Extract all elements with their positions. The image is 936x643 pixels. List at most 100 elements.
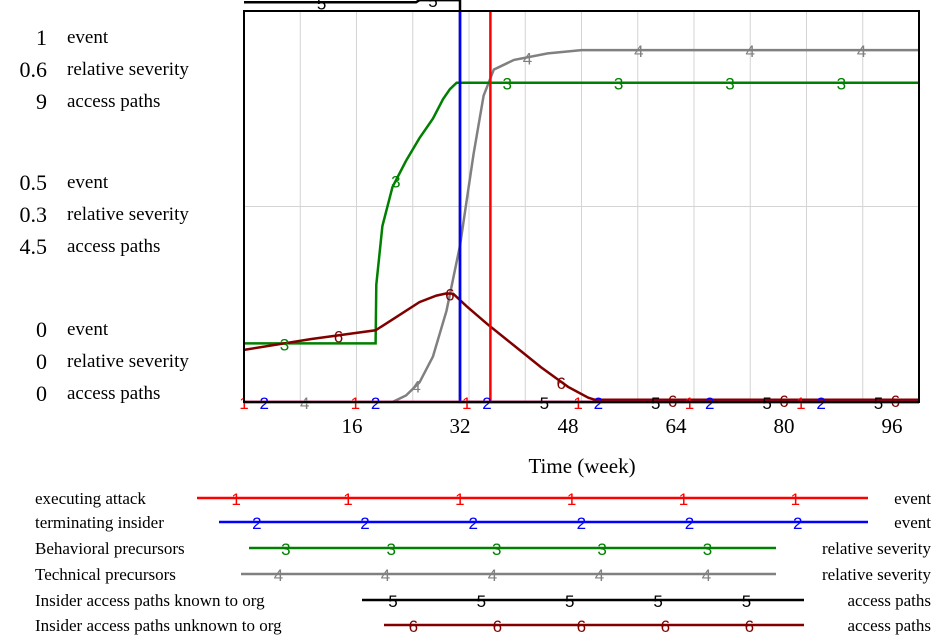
series-marker: 2 bbox=[705, 394, 714, 413]
x-tick-label: 64 bbox=[666, 414, 688, 438]
x-axis-ticks: 16 32 48 64 80 96 bbox=[342, 414, 903, 438]
legend-label: terminating insider bbox=[35, 513, 164, 532]
series-marker: 3 bbox=[725, 75, 734, 94]
legend-marker: 4 bbox=[381, 566, 390, 585]
legend-marker: 5 bbox=[742, 592, 751, 611]
y-tick-value: 9 bbox=[36, 89, 47, 114]
legend-marker: 5 bbox=[388, 592, 397, 611]
series-marker: 2 bbox=[260, 394, 269, 413]
series-marker: 4 bbox=[523, 49, 532, 68]
legend-marker: 3 bbox=[281, 540, 290, 559]
legend-marker: 3 bbox=[597, 540, 606, 559]
x-tick-label: 48 bbox=[558, 414, 579, 438]
y-tick-unit: relative severity bbox=[67, 351, 189, 372]
y-tick-value: 0 bbox=[36, 317, 47, 342]
legend-marker: 1 bbox=[791, 490, 800, 509]
series-line bbox=[244, 81, 919, 345]
x-tick-label: 32 bbox=[450, 414, 471, 438]
series-marker: 1 bbox=[239, 394, 248, 413]
series-line bbox=[244, 48, 919, 404]
legend-unit: access paths bbox=[847, 591, 931, 610]
series-marker: 3 bbox=[614, 75, 623, 94]
legend-marker: 5 bbox=[565, 592, 574, 611]
legend-marker: 4 bbox=[595, 566, 604, 585]
series-marker: 1 bbox=[796, 394, 805, 413]
y-tick-value: 1 bbox=[36, 25, 47, 50]
legend-marker: 1 bbox=[679, 490, 688, 509]
legend-marker: 2 bbox=[252, 514, 261, 533]
legend-marker: 6 bbox=[493, 617, 502, 636]
series-marker: 4 bbox=[634, 42, 643, 61]
legend-marker: 1 bbox=[567, 490, 576, 509]
series-marker: 5 bbox=[428, 0, 437, 11]
legend-label: Insider access paths known to org bbox=[35, 591, 265, 610]
y-tick-unit: event bbox=[67, 172, 109, 193]
series-marker: 3 bbox=[391, 172, 400, 191]
legend-marker: 2 bbox=[360, 514, 369, 533]
legend-label: Technical precursors bbox=[35, 565, 176, 584]
y-tick-unit: access paths bbox=[67, 236, 160, 257]
plot-grid bbox=[244, 11, 919, 402]
series-marker: 1 bbox=[462, 394, 471, 413]
legend-unit: relative severity bbox=[822, 565, 932, 584]
legend-marker: 6 bbox=[745, 617, 754, 636]
legend-marker: 6 bbox=[577, 617, 586, 636]
series-marker: 4 bbox=[300, 394, 309, 413]
x-tick-label: 96 bbox=[882, 414, 903, 438]
series-marker: 1 bbox=[685, 394, 694, 413]
series-marker: 6 bbox=[334, 327, 343, 346]
series-marker: 4 bbox=[746, 42, 755, 61]
legend-marker: 5 bbox=[653, 592, 662, 611]
plot-frame bbox=[243, 10, 920, 403]
series-marker: 5 bbox=[762, 394, 771, 413]
series-marker: 6 bbox=[445, 286, 454, 305]
legend-marker: 4 bbox=[274, 566, 283, 585]
x-tick-label: 80 bbox=[774, 414, 795, 438]
y-tick-value: 0.6 bbox=[20, 57, 48, 82]
y-tick-unit: relative severity bbox=[67, 59, 189, 80]
legend-marker: 3 bbox=[492, 540, 501, 559]
legend-marker: 2 bbox=[468, 514, 477, 533]
legend-unit: access paths bbox=[847, 616, 931, 635]
y-tick-value: 0.5 bbox=[20, 170, 48, 195]
y-tick-value: 0 bbox=[36, 349, 47, 374]
legend-unit: relative severity bbox=[822, 539, 932, 558]
legend-marker: 4 bbox=[702, 566, 711, 585]
legend-label: executing attack bbox=[35, 489, 146, 508]
series-marker: 2 bbox=[482, 394, 491, 413]
series-marker: 3 bbox=[503, 75, 512, 94]
series-marker: 2 bbox=[594, 394, 603, 413]
legend-marker: 1 bbox=[343, 490, 352, 509]
legend-marker: 1 bbox=[231, 490, 240, 509]
legend-marker: 3 bbox=[387, 540, 396, 559]
series-marker: 6 bbox=[557, 374, 566, 393]
legend-marker: 5 bbox=[477, 592, 486, 611]
series-marker: 2 bbox=[371, 394, 380, 413]
series-marker: 4 bbox=[411, 378, 420, 397]
series-marker: 1 bbox=[573, 394, 582, 413]
series-marker: 2 bbox=[816, 394, 825, 413]
y-tick-unit: access paths bbox=[67, 383, 160, 404]
legend: executing attack 1 1 1 1 1 1 event terminating i… bbox=[35, 489, 931, 636]
legend-marker: 3 bbox=[703, 540, 712, 559]
y-tick-value: 0.3 bbox=[20, 202, 48, 227]
series-marker: 5 bbox=[317, 0, 326, 13]
y-tick-value: 0 bbox=[36, 381, 47, 406]
legend-label: Insider access paths unknown to org bbox=[35, 616, 282, 635]
series-marker: 4 bbox=[857, 42, 866, 61]
y-tick-unit: access paths bbox=[67, 91, 160, 112]
y-tick-unit: event bbox=[67, 319, 109, 340]
legend-label: Behavioral precursors bbox=[35, 539, 185, 558]
series-marker: 3 bbox=[837, 75, 846, 94]
legend-marker: 2 bbox=[577, 514, 586, 533]
y-tick-value: 4.5 bbox=[20, 234, 48, 259]
series-marker: 5 bbox=[540, 394, 549, 413]
y-axis-labels: 1 event 0.6 relative severity 9 access paths 0… bbox=[20, 25, 190, 406]
legend-marker: 4 bbox=[488, 566, 497, 585]
legend-marker: 2 bbox=[685, 514, 694, 533]
legend-marker: 1 bbox=[455, 490, 464, 509]
legend-marker: 2 bbox=[793, 514, 802, 533]
legend-unit: event bbox=[894, 513, 931, 532]
legend-marker: 6 bbox=[409, 617, 418, 636]
